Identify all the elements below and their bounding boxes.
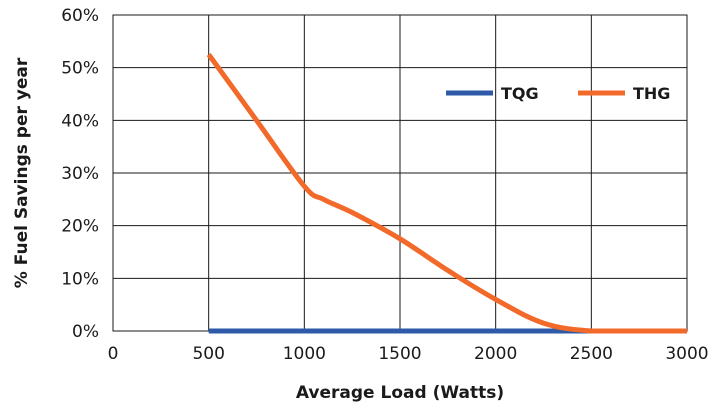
series-line-thg bbox=[206, 53, 687, 334]
y-tick-label: 30% bbox=[61, 164, 99, 184]
series-layer bbox=[206, 53, 687, 334]
y-tick-label: 10% bbox=[61, 269, 99, 289]
x-tick-label: 500 bbox=[192, 344, 224, 364]
y-tick-label: 40% bbox=[61, 111, 99, 131]
x-axis-ticks: 0 500 1000 1500 2000 2500 3000 bbox=[108, 344, 709, 364]
y-tick-label: 50% bbox=[61, 59, 99, 79]
x-tick-label: 1500 bbox=[378, 344, 421, 364]
y-tick-label: 0% bbox=[72, 322, 99, 342]
y-axis-ticks: 0% 10% 20% 30% 40% 50% 60% bbox=[61, 6, 99, 342]
x-tick-label: 0 bbox=[108, 344, 119, 364]
y-tick-label: 60% bbox=[61, 6, 99, 26]
x-tick-label: 1000 bbox=[283, 344, 326, 364]
legend-label-thg: THG bbox=[633, 84, 670, 103]
x-tick-label: 3000 bbox=[665, 344, 708, 364]
legend-label-tqg: TQG bbox=[501, 84, 539, 103]
legend: TQG THG bbox=[446, 84, 670, 103]
y-tick-label: 20% bbox=[61, 217, 99, 237]
x-axis-title: Average Load (Watts) bbox=[296, 383, 504, 403]
x-tick-label: 2000 bbox=[474, 344, 517, 364]
grid-lines bbox=[113, 14, 687, 332]
x-tick-label: 2500 bbox=[570, 344, 613, 364]
y-axis-title: % Fuel Savings per year bbox=[12, 57, 32, 288]
